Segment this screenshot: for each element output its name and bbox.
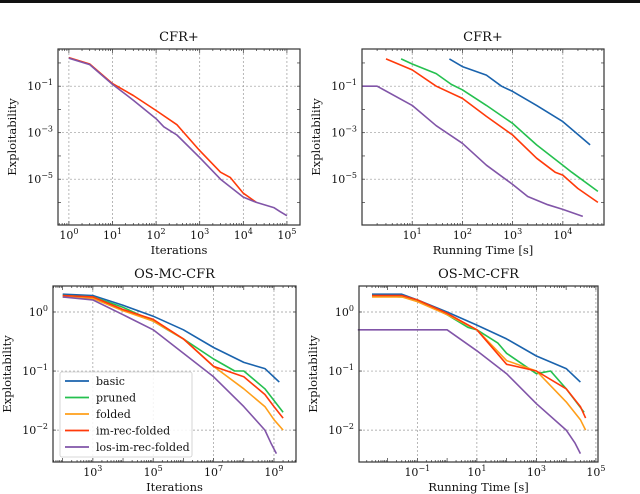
series-line-pruned — [400, 58, 599, 193]
legend-label-im-rec-folded: im-rec-folded — [96, 425, 170, 438]
x-tick-label: 101 — [403, 227, 422, 242]
series-line-los-im-rec-folded — [68, 57, 288, 217]
subplot-2: 101 102 103 104 10−1 10−3 10−5 CFR+ Running Time… — [309, 30, 605, 257]
legend-label-folded: folded — [96, 408, 131, 421]
y-tick-label: 10−3 — [27, 125, 53, 140]
x-tick-label: 103 — [503, 227, 522, 242]
y-tick-label: 10−2 — [22, 422, 48, 437]
x-axis-label: Iterations — [146, 480, 203, 494]
top-border — [0, 0, 640, 3]
x-tick-label: 105 — [586, 464, 605, 479]
y-tick-label: 100 — [29, 304, 48, 319]
series-line-pruned — [371, 294, 585, 413]
series-line-basic — [62, 293, 280, 383]
plot-frame — [361, 48, 605, 226]
series-line-los-im-rec-folded — [62, 296, 278, 454]
series-line-basic — [372, 293, 581, 383]
chart-title: OS-MC-CFR — [134, 267, 216, 282]
series-line-basic — [448, 58, 591, 146]
plot-frame — [52, 285, 297, 463]
series-line-folded — [372, 296, 587, 431]
x-axis-label: Iterations — [151, 243, 208, 257]
x-axis-label: Running Time [s] — [433, 243, 534, 257]
subplot-3: 103 105 107 109 100 10−1 10−2 OS-MC-CFR Iteratio… — [0, 267, 297, 494]
x-axis-label: Running Time [s] — [428, 480, 529, 494]
legend-label-pruned: pruned — [96, 392, 136, 405]
y-tick-label: 10−5 — [331, 171, 357, 186]
x-tick-label: 10−1 — [404, 464, 430, 479]
x-tick-label: 103 — [527, 464, 546, 479]
x-tick-label: 105 — [144, 464, 163, 479]
legend: basic pruned folded im-rec-folded los-im-rec… — [59, 371, 193, 458]
subplot-4: 10−1 101 103 105 100 10−1 10−2 OS-MC-CFR Running… — [306, 267, 605, 494]
x-tick-label: 109 — [264, 464, 283, 479]
x-tick-label: 105 — [277, 227, 296, 242]
series-line-los-im-rec-folded — [357, 328, 582, 454]
x-tick-label: 104 — [553, 227, 572, 242]
legend-label-los-im-rec-folded: los-im-rec-folded — [96, 441, 190, 454]
x-tick-label: 102 — [453, 227, 472, 242]
y-axis-label: Exploitability — [5, 98, 19, 176]
x-tick-label: 100 — [59, 227, 78, 242]
y-tick-label: 10−2 — [328, 422, 354, 437]
plot-frame — [57, 48, 301, 226]
series-line-im-rec-folded — [372, 294, 587, 419]
y-tick-label: 10−1 — [22, 363, 48, 378]
legend-box — [59, 371, 193, 458]
series-line-im-rec-folded — [385, 58, 599, 204]
series-line-im-rec-folded — [62, 294, 284, 419]
plot-frame — [358, 285, 599, 463]
x-tick-label: 101 — [103, 227, 122, 242]
x-tick-label: 104 — [234, 227, 253, 242]
y-tick-label: 10−1 — [328, 363, 354, 378]
y-axis-label: Exploitability — [0, 335, 14, 413]
subplot-1: 100 101 102 103 104 105 10−1 10−3 10−5 CFR+ Iterat… — [5, 30, 301, 257]
y-tick-label: 10−1 — [27, 78, 53, 93]
chart-title: CFR+ — [463, 30, 503, 45]
x-tick-label: 107 — [204, 464, 223, 479]
series-line-im-rec-folded — [68, 56, 257, 204]
y-tick-label: 10−3 — [331, 125, 357, 140]
y-tick-label: 100 — [335, 304, 354, 319]
x-tick-label: 103 — [190, 227, 209, 242]
series-line-los-im-rec-folded — [362, 85, 584, 218]
chart-title: CFR+ — [159, 30, 199, 45]
x-tick-label: 101 — [467, 464, 486, 479]
y-axis-label: Exploitability — [306, 335, 320, 413]
y-tick-label: 10−1 — [331, 78, 357, 93]
y-tick-label: 10−5 — [27, 171, 53, 186]
chart-title: OS-MC-CFR — [438, 267, 520, 282]
legend-label-basic: basic — [96, 375, 125, 388]
x-tick-label: 102 — [147, 227, 166, 242]
x-tick-label: 103 — [83, 464, 102, 479]
y-axis-label: Exploitability — [309, 98, 323, 176]
